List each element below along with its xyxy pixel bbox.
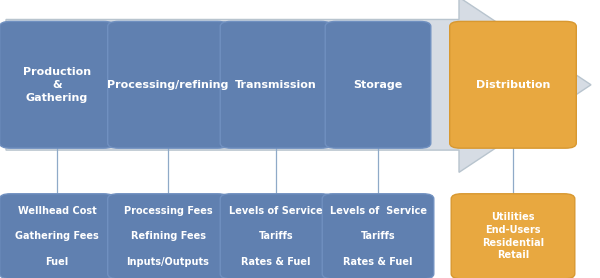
FancyBboxPatch shape [220,194,332,278]
Text: Distribution: Distribution [476,80,550,90]
FancyBboxPatch shape [0,194,114,278]
FancyBboxPatch shape [451,194,575,278]
Text: Production
&
Gathering: Production & Gathering [23,67,91,103]
FancyBboxPatch shape [108,21,229,148]
Text: Utilities
End-Users
Residential
Retail: Utilities End-Users Residential Retail [482,212,544,260]
FancyBboxPatch shape [0,21,114,148]
Text: Processing/refining: Processing/refining [107,80,229,90]
Text: Transmission: Transmission [235,80,317,90]
Text: Storage: Storage [353,80,403,90]
FancyBboxPatch shape [322,194,434,278]
Text: Levels of  Service

Tariffs

Rates & Fuel: Levels of Service Tariffs Rates & Fuel [329,206,427,267]
Text: Processing Fees

Refining Fees

Inputs/Outputs: Processing Fees Refining Fees Inputs/Out… [124,206,212,267]
FancyBboxPatch shape [450,21,576,148]
Polygon shape [6,0,591,172]
Text: Levels of Service

Tariffs

Rates & Fuel: Levels of Service Tariffs Rates & Fuel [229,206,323,267]
Text: Wellhead Cost

Gathering Fees

Fuel: Wellhead Cost Gathering Fees Fuel [15,206,99,267]
FancyBboxPatch shape [220,21,332,148]
FancyBboxPatch shape [108,194,229,278]
FancyBboxPatch shape [325,21,431,148]
